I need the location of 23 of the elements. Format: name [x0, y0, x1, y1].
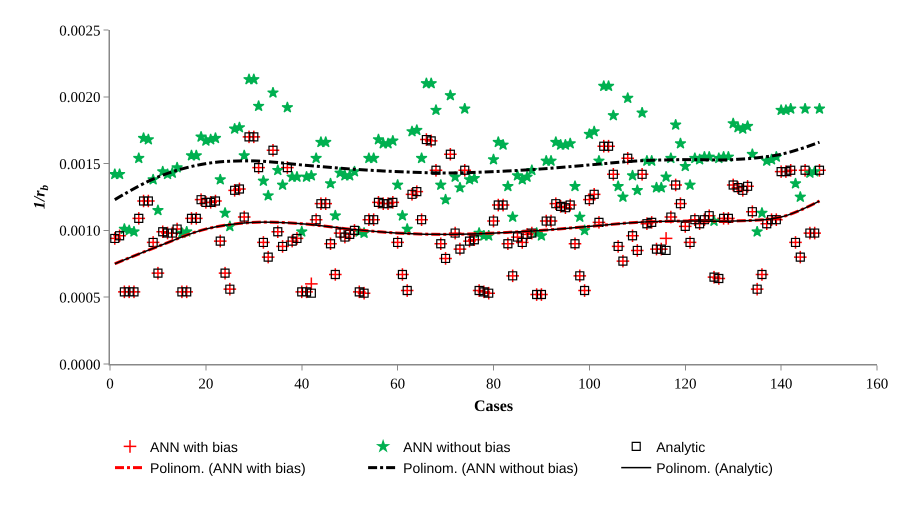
x-axis-title: Cases — [474, 398, 514, 415]
y-tick-label: 0.0005 — [59, 290, 100, 306]
x-tick-label: 80 — [486, 376, 501, 392]
y-tick-label: 0.0025 — [59, 23, 100, 40]
y-tick-label: 0.0000 — [59, 357, 100, 374]
y-tick-label: 0.0015 — [59, 156, 100, 173]
legend-label: Polinom. (ANN with bias) — [150, 460, 306, 476]
x-tick-label: 40 — [294, 376, 310, 392]
x-tick-label: 60 — [390, 376, 406, 392]
x-tick-label: 100 — [578, 376, 601, 392]
line-series — [113, 140, 821, 202]
legend-label: Polinom. (ANN without bias) — [403, 460, 578, 476]
x-tick-label: 20 — [198, 376, 214, 392]
x-tick-label: 140 — [770, 376, 792, 392]
x-tick-label: 160 — [866, 376, 888, 392]
x-tick-label: 0 — [106, 376, 114, 392]
legend-label: ANN with bias — [150, 438, 238, 455]
legend-label: ANN without bias — [403, 438, 510, 455]
legend-label: Polinom. (Analytic) — [656, 460, 773, 476]
y-tick-label: 0.0010 — [59, 224, 100, 240]
x-tick-label: 120 — [674, 376, 696, 392]
y-tick-label: 0.0020 — [59, 90, 100, 106]
legend-label: Analytic — [656, 438, 706, 455]
